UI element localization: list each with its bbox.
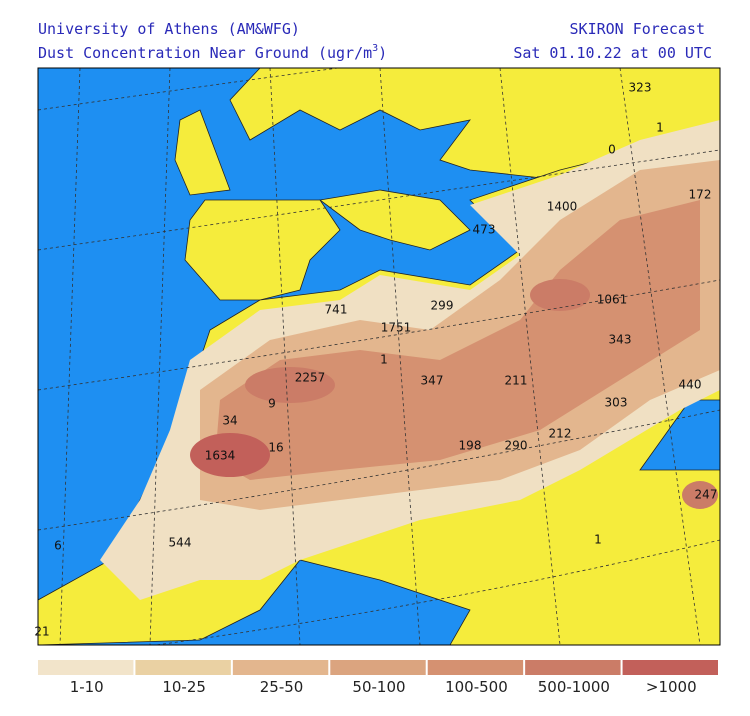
legend-swatch — [525, 660, 621, 675]
map-value-label: 343 — [609, 333, 632, 347]
map-value-label: 9 — [268, 397, 276, 411]
map-value-label: 473 — [473, 223, 496, 237]
legend-swatch — [427, 660, 524, 675]
map-value-label: 544 — [169, 536, 192, 550]
map-frame — [37, 67, 721, 646]
map-value-label: 440 — [679, 378, 702, 392]
map-value-label: 21 — [34, 625, 49, 639]
superscript: 3 — [372, 43, 378, 54]
map-value-label: 1400 — [547, 200, 578, 214]
legend-label: 25-50 — [260, 678, 304, 696]
map-value-label: 198 — [459, 439, 482, 453]
balkans-italy — [319, 189, 471, 251]
legend-label: >1000 — [646, 678, 697, 696]
map-value-label: 6 — [54, 539, 62, 553]
model: SKIRON Forecast — [570, 20, 705, 38]
product-close: ) — [378, 44, 387, 62]
map — [38, 68, 720, 645]
map-value-label: 1 — [594, 533, 602, 547]
product: Dust Concentration Near Ground (ugr/m — [38, 44, 372, 62]
map-value-label: 290 — [505, 439, 528, 453]
dust-core — [530, 279, 590, 311]
dust-core — [190, 433, 270, 477]
map-value-label: 347 — [421, 374, 444, 388]
dust-core — [682, 481, 718, 509]
map-value-label: 0 — [608, 143, 616, 157]
legend-swatch — [38, 660, 134, 675]
map-value-label: 34 — [222, 414, 237, 428]
legend-swatch — [135, 660, 231, 675]
map-value-label: 1751 — [381, 321, 412, 335]
legend-label: 50-100 — [352, 678, 405, 696]
map-value-label: 1 — [656, 121, 664, 135]
map-value-label: 172 — [689, 188, 712, 202]
map-value-label: 247 — [695, 488, 718, 502]
institution: University of Athens (AM&WFG) — [38, 20, 300, 38]
map-value-label: 1061 — [597, 293, 628, 307]
map-value-label: 211 — [505, 374, 528, 388]
map-value-label: 212 — [549, 427, 572, 441]
legend-label: 100-500 — [445, 678, 508, 696]
legend-swatch — [622, 660, 718, 675]
map-value-label: 741 — [325, 303, 348, 317]
map-value-label: 2257 — [295, 371, 326, 385]
product-title: Dust Concentration Near Ground (ugr/m3) — [38, 43, 387, 62]
legend-label: 10-25 — [162, 678, 206, 696]
iberia — [184, 199, 341, 301]
map-value-label: 16 — [268, 441, 283, 455]
dust-core — [245, 367, 335, 403]
valid-time: Sat 01.10.22 at 00 UTC — [513, 44, 712, 62]
map-value-label: 1 — [380, 353, 388, 367]
legend-label: 500-1000 — [538, 678, 610, 696]
britain — [174, 109, 231, 196]
legend-label: 1-10 — [70, 678, 104, 696]
legend-swatch — [330, 660, 426, 675]
map-value-label: 1634 — [205, 449, 236, 463]
map-value-label: 323 — [629, 81, 652, 95]
map-value-label: 303 — [605, 396, 628, 410]
map-value-label: 299 — [431, 299, 454, 313]
legend-swatch — [232, 660, 329, 675]
graticule — [38, 68, 720, 645]
dust-high — [215, 200, 700, 480]
